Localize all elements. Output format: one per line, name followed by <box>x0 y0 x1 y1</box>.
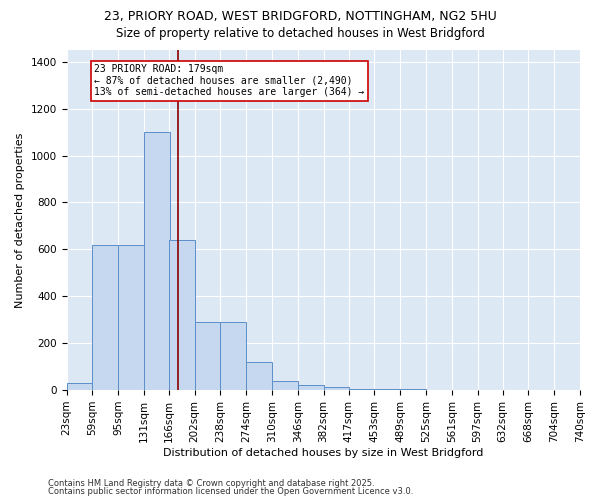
Bar <box>349 389 374 390</box>
Bar <box>323 386 349 390</box>
Bar <box>298 386 323 390</box>
Y-axis label: Number of detached properties: Number of detached properties <box>15 132 25 308</box>
Bar <box>272 380 298 390</box>
Bar <box>246 362 272 390</box>
Text: Size of property relative to detached houses in West Bridgford: Size of property relative to detached ho… <box>116 28 484 40</box>
X-axis label: Distribution of detached houses by size in West Bridgford: Distribution of detached houses by size … <box>163 448 484 458</box>
Bar <box>92 244 118 390</box>
Bar <box>118 244 144 390</box>
Bar <box>169 240 195 390</box>
Bar <box>374 389 400 390</box>
Bar <box>195 322 220 390</box>
Text: Contains HM Land Registry data © Crown copyright and database right 2025.: Contains HM Land Registry data © Crown c… <box>48 478 374 488</box>
Bar <box>67 383 92 390</box>
Text: 23, PRIORY ROAD, WEST BRIDGFORD, NOTTINGHAM, NG2 5HU: 23, PRIORY ROAD, WEST BRIDGFORD, NOTTING… <box>104 10 496 23</box>
Text: Contains public sector information licensed under the Open Government Licence v3: Contains public sector information licen… <box>48 487 413 496</box>
Bar <box>220 322 246 390</box>
Text: 23 PRIORY ROAD: 179sqm
← 87% of detached houses are smaller (2,490)
13% of semi-: 23 PRIORY ROAD: 179sqm ← 87% of detached… <box>94 64 365 98</box>
Bar <box>144 132 170 390</box>
